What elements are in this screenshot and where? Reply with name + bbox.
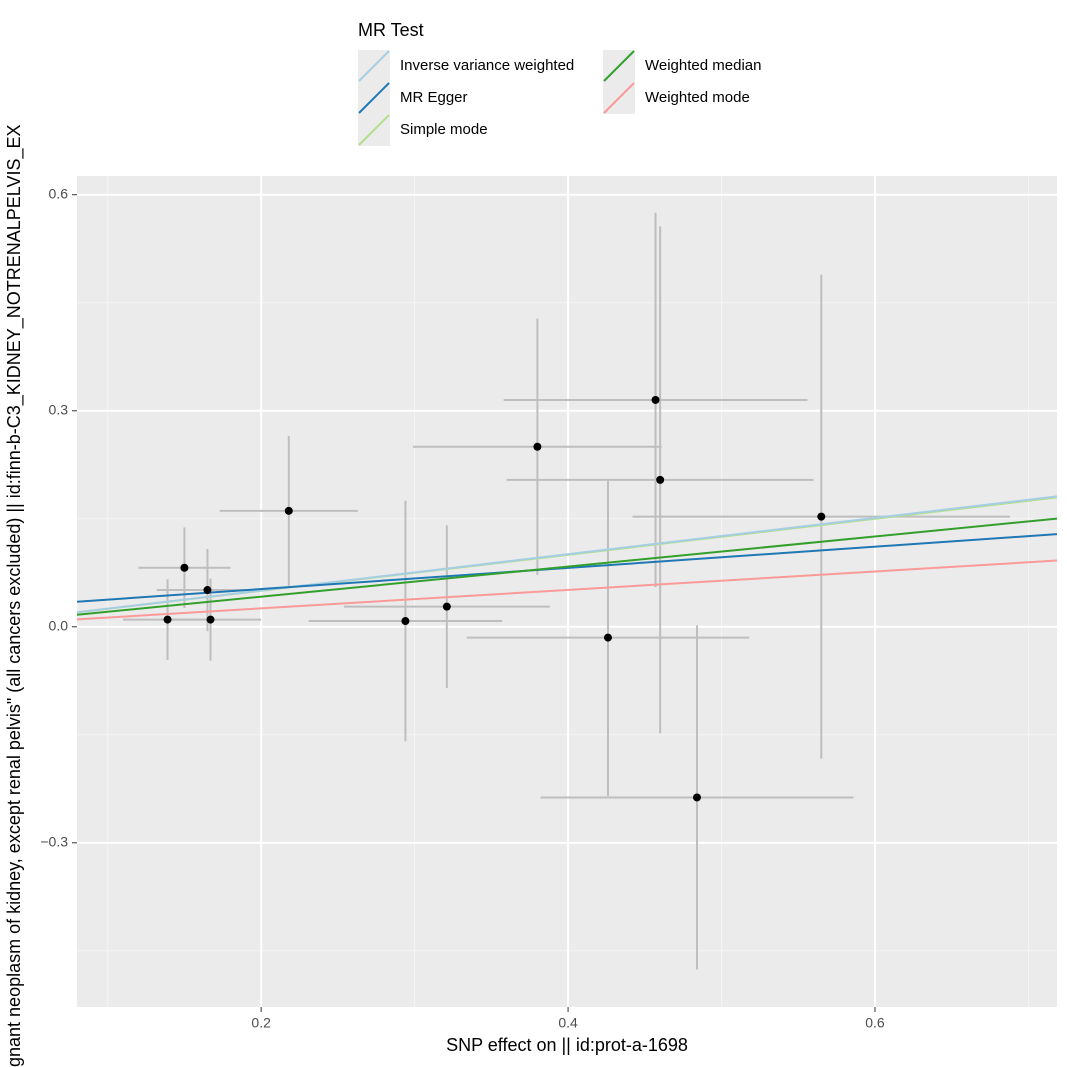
- regression-line: [77, 495, 1057, 614]
- x-tick-label: 0.2: [251, 1015, 271, 1031]
- point: [401, 617, 410, 626]
- point: [817, 512, 826, 521]
- legend-label: Inverse variance weighted: [400, 57, 574, 74]
- y-tick-label: 0.3: [49, 401, 69, 417]
- y-axis-label: gnant neoplasm of kidney, except renal p…: [4, 124, 25, 1067]
- point: [203, 586, 212, 595]
- point: [651, 395, 660, 404]
- plot-panel: [77, 176, 1057, 1007]
- y-tick-label: 0.6: [49, 185, 69, 201]
- point: [206, 615, 215, 624]
- point: [656, 475, 665, 484]
- axes: 0.2 0.4 0.6 0.6 0.3 0.0 −0.3: [40, 185, 885, 1030]
- grid: [77, 176, 1057, 1007]
- point: [163, 615, 172, 624]
- point: [180, 563, 189, 572]
- legend: Inverse variance weighted MR Egger Simple …: [358, 50, 761, 146]
- point: [692, 793, 701, 802]
- legend-swatch: [358, 82, 390, 114]
- regression-line: [77, 559, 1057, 621]
- legend-swatch: [603, 82, 635, 114]
- x-axis-label: SNP effect on || id:prot-a-1698: [446, 1035, 688, 1055]
- point: [284, 506, 293, 515]
- legend-swatch: [603, 50, 635, 82]
- regression-line: [77, 517, 1057, 616]
- point: [442, 602, 451, 611]
- point: [533, 442, 542, 451]
- plot-area: [77, 212, 1057, 970]
- y-tick-label: −0.3: [40, 834, 68, 850]
- legend-label: MR Egger: [400, 89, 468, 106]
- legend-label: Weighted median: [645, 57, 761, 74]
- regression-line: [77, 533, 1057, 603]
- legend-title: MR Test: [358, 20, 424, 40]
- legend-label: Weighted mode: [645, 89, 750, 106]
- x-tick-label: 0.4: [558, 1015, 578, 1031]
- legend-swatch: [358, 50, 390, 82]
- y-tick-label: 0.0: [49, 617, 69, 633]
- legend-swatch: [358, 114, 390, 146]
- point: [603, 633, 612, 642]
- legend-label: Simple mode: [400, 121, 488, 138]
- x-tick-label: 0.6: [865, 1015, 885, 1031]
